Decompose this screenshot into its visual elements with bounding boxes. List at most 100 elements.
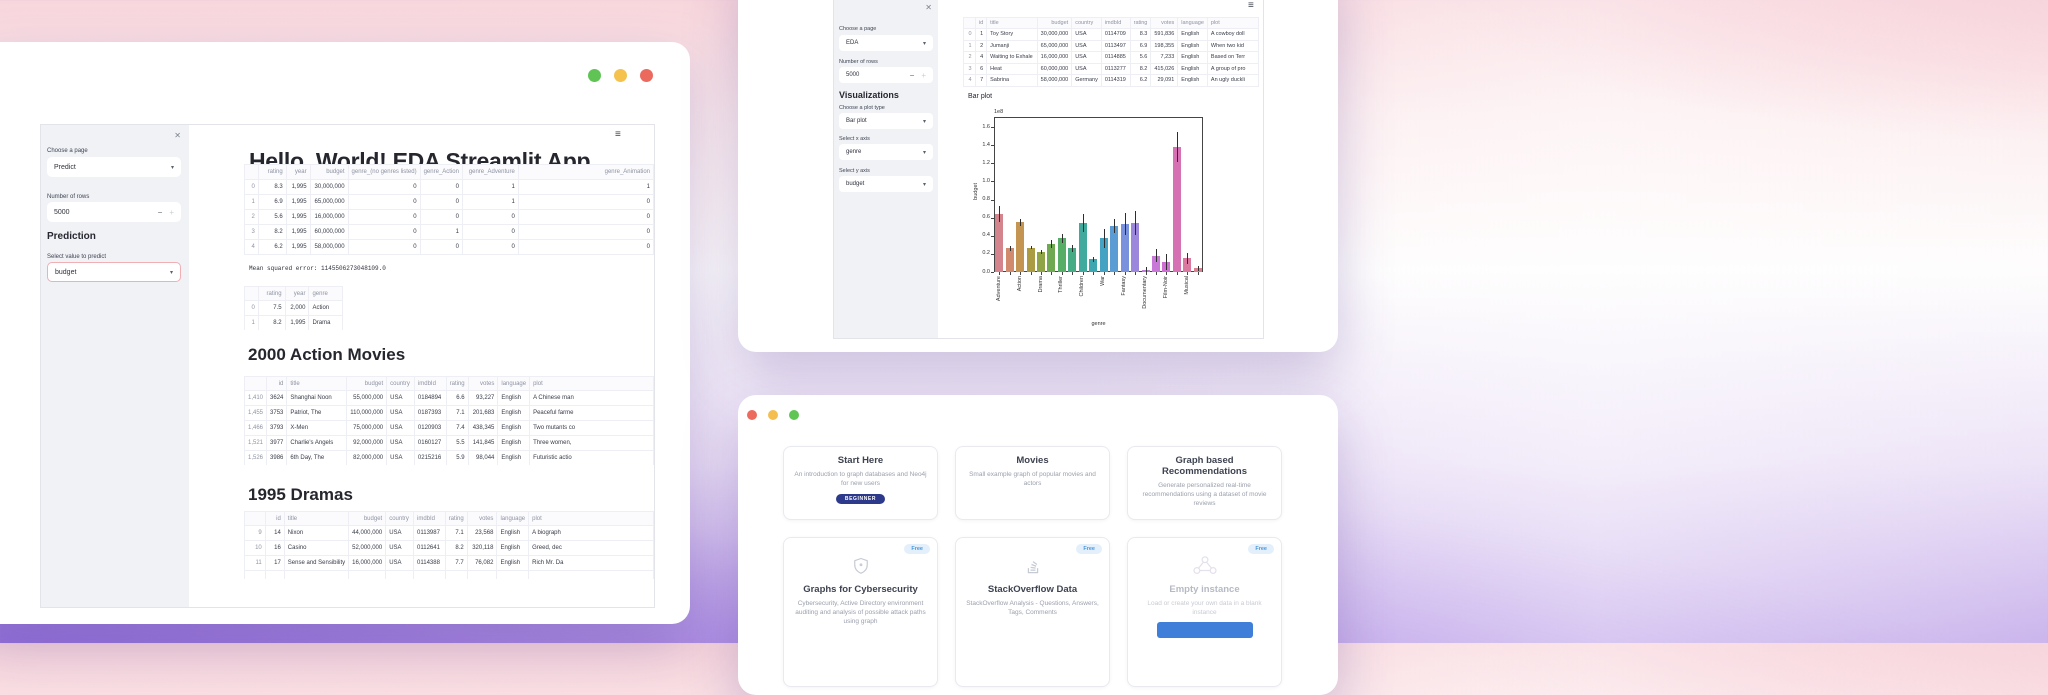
bar-Musical	[1183, 258, 1192, 272]
traffic-light-green-icon[interactable]	[789, 410, 799, 420]
table-cell: 5.6	[257, 209, 287, 225]
table-cell: 0	[347, 194, 421, 210]
minus-icon[interactable]: −	[157, 207, 163, 217]
movies-raw-dataframe[interactable]: id title budget country imdbId rating votes lan…	[963, 17, 1259, 87]
minus-icon[interactable]: −	[909, 70, 915, 80]
x-tick-label: Drama	[1037, 276, 1044, 293]
table-cell: USA	[386, 390, 415, 406]
traffic-light-yellow-icon[interactable]	[768, 410, 778, 420]
x-tick-mark	[1197, 272, 1199, 275]
table-cell: Jumanji	[986, 39, 1038, 52]
dramas-1995-dataframe[interactable]: id title budget country imdbId rating votes lan…	[244, 511, 654, 579]
table-cell: 1,521	[244, 435, 268, 451]
column-header: imdbId	[413, 511, 446, 526]
dataframe-dramas[interactable]: id title budget country imdbId rating votes lan…	[244, 511, 654, 579]
x-tick-label: War	[1100, 276, 1107, 286]
guide-card-graphs-for-cybersecurity[interactable]: Free Graphs for Cybersecurity Cybersecurit…	[783, 537, 938, 687]
table-cell: 1,455	[244, 405, 268, 421]
bar-chart-budget-by-genre: 1e8 0.0 0.2 0.4 0.6 0.8 1.0 1.2 1.4 1.6 Adventure A…	[961, 107, 1231, 335]
error-bar	[1030, 245, 1032, 250]
sidebar: ✕ Choose a page Predict ▾ Number of rows…	[41, 125, 189, 607]
guide-card-stackoverflow-data[interactable]: Free StackOverflow Data StackOverflow Anal…	[955, 537, 1110, 687]
column-header: genre	[308, 286, 343, 301]
table-cell: USA	[386, 450, 415, 465]
page-select[interactable]: EDA ▾	[839, 35, 933, 51]
table-cell: 16,000,000	[1036, 51, 1073, 64]
free-badge: Free	[1076, 544, 1102, 554]
column-header: title	[283, 511, 350, 526]
column-header: title	[286, 376, 348, 391]
traffic-light-red-icon[interactable]	[747, 410, 757, 420]
stack-icon	[1023, 554, 1043, 578]
prediction-sample-dataframe[interactable]: rating year genre 0 7.5 2,000 Action 1 8.2 1,995 D…	[244, 286, 343, 330]
table-row: 2 5.6 1,995 16,000,000 0 0 0 0	[244, 209, 654, 225]
plus-icon[interactable]: +	[921, 70, 926, 80]
error-bar	[1061, 233, 1063, 243]
x-tick-mark	[1061, 272, 1063, 275]
traffic-light-red-icon[interactable]	[640, 69, 653, 82]
dataframe-processed-movies[interactable]: rating year budget genre_(no genres listed)…	[244, 164, 654, 255]
bar-genre-13	[1131, 223, 1140, 272]
column-header: rating	[257, 164, 287, 180]
plot-type-select[interactable]: Bar plot ▾	[839, 113, 933, 129]
plus-icon[interactable]: +	[169, 207, 174, 217]
traffic-light-green-icon[interactable]	[588, 69, 601, 82]
table-cell: 0	[419, 194, 463, 210]
table-cell: 76,082	[466, 555, 498, 571]
plot-type-label: Choose a plot type	[839, 105, 885, 111]
table-cell: 6.9	[257, 194, 287, 210]
chevron-down-icon: ▾	[922, 118, 926, 125]
table-cell: English	[497, 450, 531, 465]
bar-genre-9	[1089, 259, 1098, 272]
menu-icon[interactable]: ≡	[615, 129, 621, 140]
guide-card-start-here[interactable]: Start Here An introduction to graph datab…	[783, 446, 938, 520]
guide-card-grid: Start Here An introduction to graph datab…	[783, 446, 1282, 687]
column-header: imdbId	[1100, 17, 1131, 29]
table-cell: 17	[264, 555, 285, 571]
table-cell: Peaceful farme	[529, 405, 654, 421]
rows-input-label: Number of rows	[47, 194, 90, 200]
table-cell: 415,026	[1150, 62, 1179, 75]
rows-number-input[interactable]: 5000 − +	[839, 67, 933, 83]
menu-icon[interactable]: ≡	[1248, 0, 1254, 11]
guide-card-graph-based-recommendations[interactable]: Graph based Recommendations Generate pers…	[1127, 446, 1282, 520]
x-axis-select[interactable]: genre ▾	[839, 144, 933, 160]
page-select[interactable]: Predict ▾	[47, 157, 181, 177]
table-cell: 0	[419, 209, 463, 225]
table-cell: English	[496, 525, 530, 541]
column-header	[244, 164, 259, 180]
guide-card-movies[interactable]: Movies Small example graph of popular mov…	[955, 446, 1110, 520]
rows-number-input[interactable]: 5000 − +	[47, 202, 181, 222]
column-header	[244, 511, 266, 526]
column-header	[244, 286, 259, 301]
table-cell: Heat	[986, 62, 1038, 75]
dataframe-movies-raw[interactable]: id title budget country imdbId rating votes lan…	[963, 17, 1259, 87]
x-axis-label: Select x axis	[839, 136, 870, 142]
dataframe-prediction-sample[interactable]: rating year genre 0 7.5 2,000 Action 1 8.2 1,995 D…	[244, 286, 343, 330]
table-cell	[264, 570, 285, 579]
close-icon[interactable]: ✕	[925, 3, 932, 12]
table-cell: 82,000,000	[346, 450, 388, 465]
predict-value-select[interactable]: budget ▾	[47, 262, 181, 282]
column-header: year	[284, 286, 310, 301]
table-cell: 1	[974, 28, 988, 41]
table-cell: 0	[347, 209, 421, 225]
window-controls	[588, 69, 653, 82]
table-cell: 4	[974, 51, 988, 64]
shield-icon	[851, 554, 871, 578]
table-row: 1 2 Jumanji 65,000,000 USA 0113497 6.9 198,355 E…	[963, 39, 1259, 52]
table-cell: 8.2	[257, 224, 287, 240]
guide-card-empty-instance[interactable]: Free Empty instance Load or create your ow…	[1127, 537, 1282, 687]
close-icon[interactable]: ✕	[174, 131, 181, 140]
card-action-button[interactable]	[1156, 622, 1253, 638]
table-cell: 6.2	[257, 239, 287, 255]
traffic-light-yellow-icon[interactable]	[614, 69, 627, 82]
table-cell: 3624	[266, 390, 288, 406]
chevron-down-icon: ▾	[922, 149, 926, 156]
action-movies-2000-dataframe[interactable]: id title budget country imdbId rating votes lan…	[244, 376, 654, 465]
table-cell: Casino	[283, 540, 350, 556]
y-axis-select[interactable]: budget ▾	[839, 176, 933, 192]
table-cell: A biograph	[528, 525, 654, 541]
dataframe-action-movies[interactable]: id title budget country imdbId rating votes lan…	[244, 376, 654, 465]
processed-movies-dataframe[interactable]: rating year budget genre_(no genres listed)…	[244, 164, 654, 255]
